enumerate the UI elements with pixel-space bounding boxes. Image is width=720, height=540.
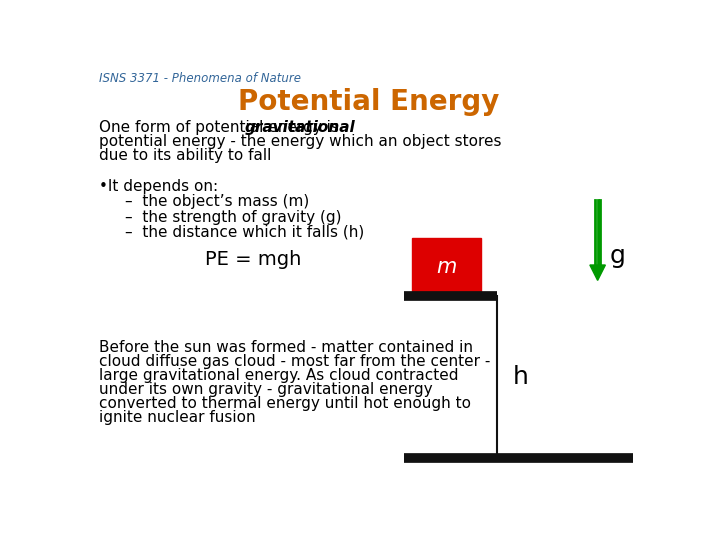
Text: g: g (609, 244, 625, 268)
Text: –  the distance which it falls (h): – the distance which it falls (h) (125, 225, 364, 240)
Text: ISNS 3371 - Phenomena of Nature: ISNS 3371 - Phenomena of Nature (99, 72, 301, 85)
Text: under its own gravity - gravitational energy: under its own gravity - gravitational en… (99, 382, 433, 397)
Text: ignite nuclear fusion: ignite nuclear fusion (99, 410, 256, 425)
Text: gravitational: gravitational (244, 120, 355, 135)
Text: converted to thermal energy until hot enough to: converted to thermal energy until hot en… (99, 396, 472, 411)
Text: m: m (436, 257, 456, 277)
Text: PE = mgh: PE = mgh (204, 251, 301, 269)
Text: •It depends on:: •It depends on: (99, 179, 218, 194)
Text: –  the object’s mass (m): – the object’s mass (m) (125, 194, 309, 209)
Text: One form of potential energy is: One form of potential energy is (99, 120, 344, 135)
Text: large gravitational energy. As cloud contracted: large gravitational energy. As cloud con… (99, 368, 459, 383)
Bar (412, 238, 482, 296)
Text: potential energy - the energy which an object stores: potential energy - the energy which an o… (99, 134, 502, 149)
Text: Potential Energy: Potential Energy (238, 88, 500, 116)
Text: cloud diffuse gas cloud - most far from the center -: cloud diffuse gas cloud - most far from … (99, 354, 490, 369)
Polygon shape (590, 265, 606, 280)
Text: Before the sun was formed - matter contained in: Before the sun was formed - matter conta… (99, 340, 473, 355)
Text: –  the strength of gravity (g): – the strength of gravity (g) (125, 210, 341, 225)
Text: due to its ability to fall: due to its ability to fall (99, 148, 271, 163)
Text: h: h (513, 364, 528, 389)
